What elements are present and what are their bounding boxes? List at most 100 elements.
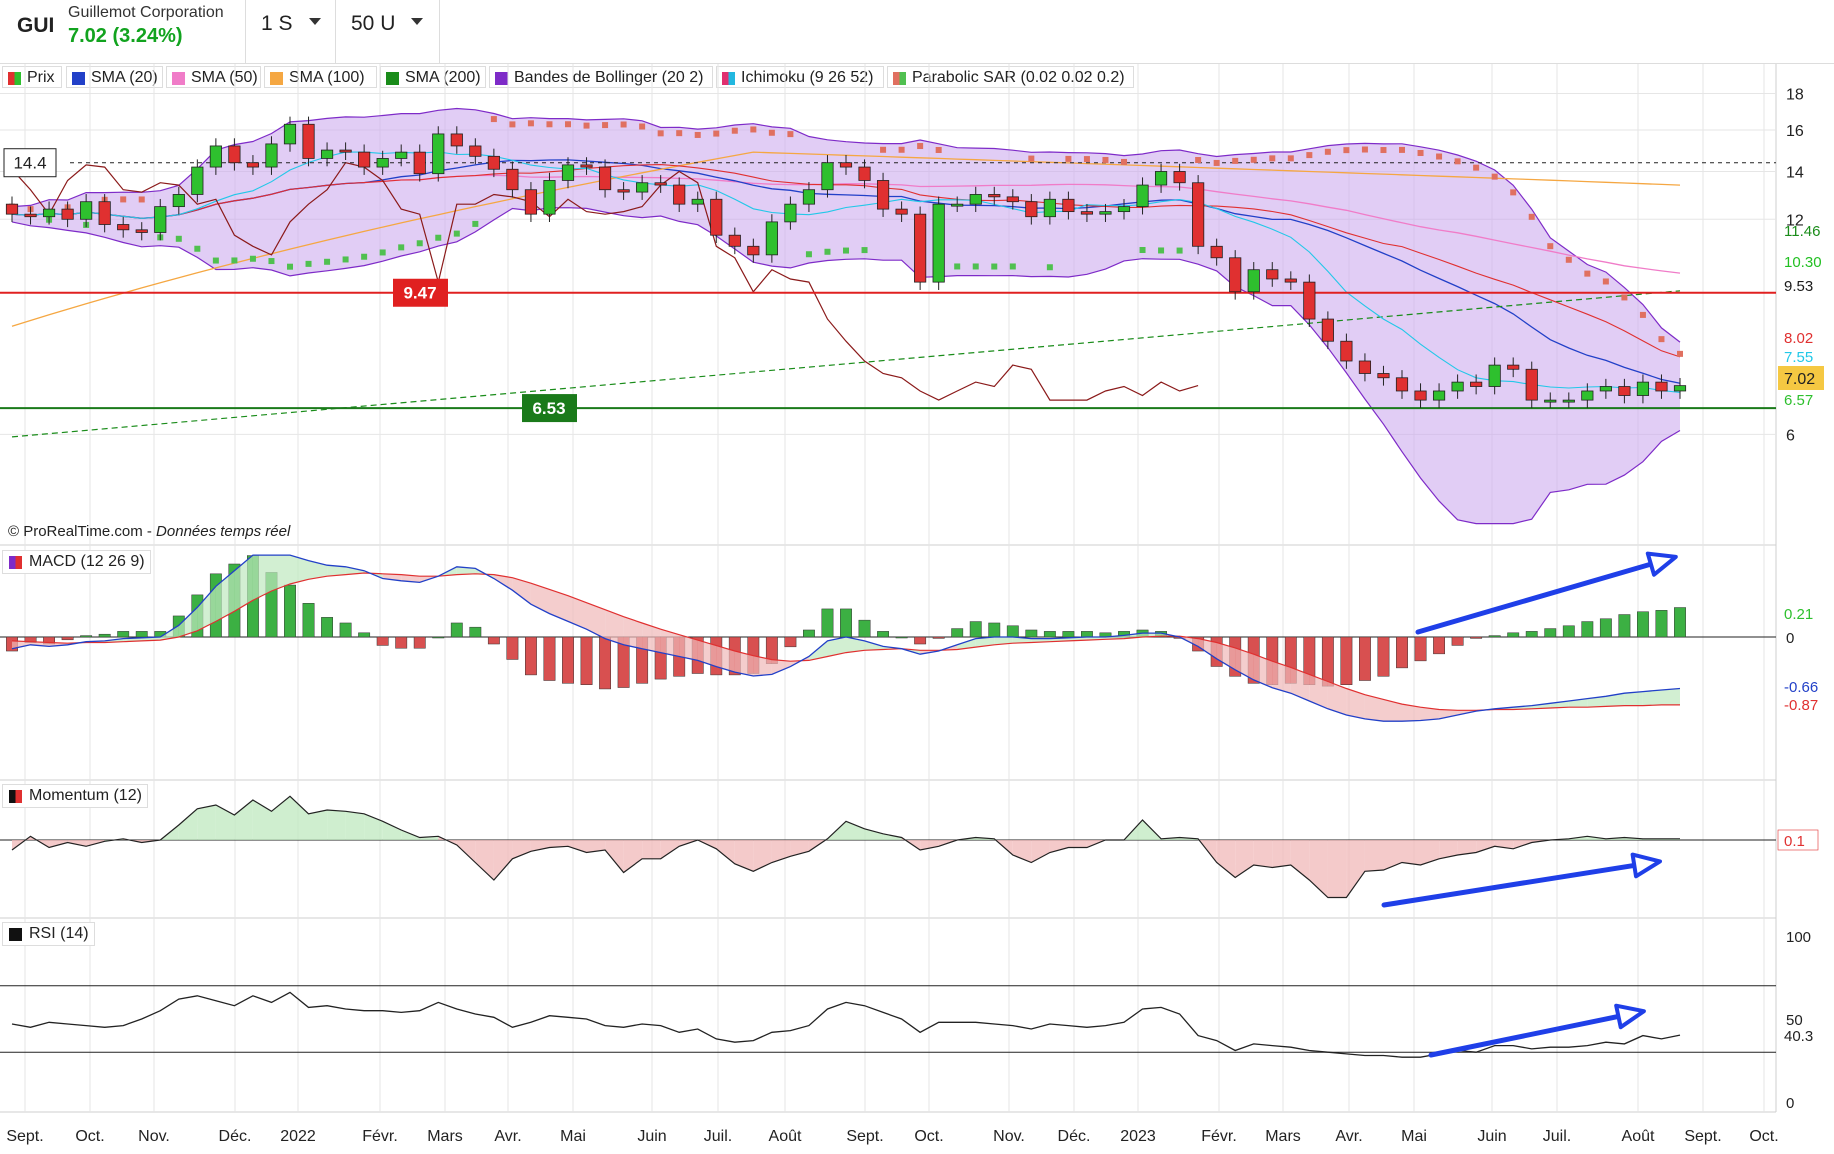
- x-tick-label: Oct.: [75, 1128, 104, 1145]
- price-tag-label: 11.46: [1784, 223, 1820, 240]
- momentum-fill-segment: [438, 836, 457, 845]
- legend-item-4[interactable]: SMA (100): [264, 66, 377, 88]
- legend-item-6[interactable]: Bandes de Bollinger (20 2): [489, 66, 713, 88]
- chevron-down-icon: [309, 18, 321, 25]
- candle-body: [172, 194, 185, 208]
- candle-body: [61, 208, 74, 220]
- macd-fill-segment: [1364, 694, 1384, 722]
- macd-histogram-bar: [358, 632, 371, 638]
- sar-dot: [1158, 247, 1165, 254]
- candle-body: [1470, 381, 1483, 387]
- macd-fill-segment: [846, 637, 865, 653]
- macd-histogram-bar: [1470, 636, 1483, 639]
- x-tick-label: Août: [769, 1128, 802, 1145]
- level-tag-box: [3, 148, 57, 178]
- macd-histogram-bar: [1433, 636, 1445, 655]
- rsi-label-text: RSI (14): [29, 925, 89, 942]
- x-tick-label: Juil.: [704, 1128, 732, 1145]
- legend-item-7[interactable]: Ichimoku (9 26 52): [716, 66, 884, 88]
- momentum-panel-label[interactable]: Momentum (12): [2, 784, 148, 808]
- macd-fill-segment: [234, 555, 253, 612]
- sar-dot: [1176, 247, 1183, 254]
- candle-body: [80, 201, 93, 220]
- candle-body: [1043, 198, 1056, 218]
- sar-dot: [694, 131, 701, 138]
- macd-fill-segment: [493, 574, 513, 591]
- sar-dot: [1065, 155, 1072, 162]
- momentum-fill-segment: [1476, 840, 1495, 853]
- legend-color-icon: [270, 72, 283, 85]
- annotation-arrow-rsi: [1428, 1009, 1643, 1058]
- sar-dot: [639, 123, 646, 130]
- macd-histogram-bar: [432, 636, 445, 639]
- momentum-fill-segment: [1309, 840, 1328, 898]
- momentum-fill-segment: [771, 840, 791, 863]
- y-tick-label: 0: [1786, 1095, 1794, 1112]
- candle-body: [506, 168, 519, 191]
- sar-dot: [1547, 243, 1554, 250]
- macd-fill-segment: [345, 566, 365, 575]
- symbol-box[interactable]: GUI Guillemot Corporation 7.02 (3.24%): [0, 0, 246, 63]
- macd-histogram-bar: [135, 631, 148, 638]
- macd-panel-label[interactable]: MACD (12 26 9): [2, 550, 151, 574]
- macd-histogram-bar: [1025, 629, 1038, 638]
- legend-item-5[interactable]: SMA (200): [380, 66, 486, 88]
- macd-histogram-bar: [1525, 631, 1538, 638]
- macd-histogram-bar: [821, 608, 834, 638]
- sar-dot: [1565, 256, 1572, 263]
- units-dropdown[interactable]: 50 U: [335, 0, 440, 63]
- sar-dot: [1454, 158, 1461, 165]
- momentum-fill-segment: [1364, 840, 1384, 872]
- candle-body: [1321, 318, 1334, 342]
- sar-dot: [954, 263, 961, 270]
- candle-body: [932, 203, 945, 283]
- x-tick-label: Avr.: [1335, 1128, 1362, 1145]
- candle-body: [1599, 386, 1612, 392]
- macd-fill-segment: [1290, 667, 1310, 701]
- momentum-fill-segment: [456, 840, 476, 863]
- sar-dot: [175, 235, 182, 242]
- candle-body: [728, 234, 741, 247]
- candle-body: [1340, 340, 1353, 362]
- candle-body: [1303, 281, 1316, 320]
- momentum-line: [11, 795, 1680, 899]
- sar-dot: [138, 196, 145, 203]
- momentum-fill-segment: [12, 836, 31, 850]
- sar-dot: [1399, 146, 1405, 153]
- momentum-fill-segment: [252, 800, 272, 840]
- candle-body: [895, 208, 908, 215]
- rsi-panel-label[interactable]: RSI (14): [2, 922, 95, 946]
- candle-body: [154, 206, 167, 233]
- candle-body: [1562, 399, 1575, 403]
- macd-fill-segment: [1253, 654, 1273, 688]
- macd-fill-segment: [642, 623, 661, 653]
- macd-fill-segment: [586, 602, 606, 639]
- units-value: 50 U: [351, 12, 396, 35]
- y-tick-label: 0: [1786, 630, 1794, 647]
- sar-dot: [1658, 336, 1665, 343]
- candle-body: [821, 162, 834, 191]
- candle-body: [1488, 364, 1501, 387]
- macd-color-icon: [9, 556, 22, 569]
- momentum-fill-segment: [753, 840, 772, 872]
- legend-label: SMA (50): [191, 69, 258, 86]
- sar-dot: [1213, 159, 1220, 166]
- momentum-fill-segment: [1012, 840, 1032, 863]
- candle-body: [1525, 368, 1538, 401]
- momentum-fill-segment: [530, 840, 550, 852]
- macd-histogram-bar: [1043, 631, 1056, 638]
- legend-item-3[interactable]: SMA (50): [166, 66, 261, 88]
- legend-item-1[interactable]: Prix: [2, 66, 62, 88]
- macd-histogram-bar: [877, 631, 889, 638]
- timeframe-dropdown[interactable]: 1 S: [245, 0, 336, 63]
- candle-body: [1673, 385, 1687, 392]
- macd-histogram-bar: [1618, 614, 1631, 638]
- momentum-fill-segment: [1290, 840, 1310, 880]
- y-tick-label: 6: [1786, 427, 1795, 444]
- macd-histogram-bar: [1581, 621, 1594, 638]
- candle-body: [1618, 386, 1631, 396]
- chart-area[interactable]: Sept. Oct. Nov. Déc. 2022 Févr. Mars Avr. Mai Jui…: [0, 64, 1834, 1154]
- sar-dot: [1677, 350, 1683, 357]
- macd-histogram-bar: [413, 636, 426, 649]
- legend-item-8[interactable]: Parabolic SAR (0.02 0.02 0.2): [887, 66, 1134, 88]
